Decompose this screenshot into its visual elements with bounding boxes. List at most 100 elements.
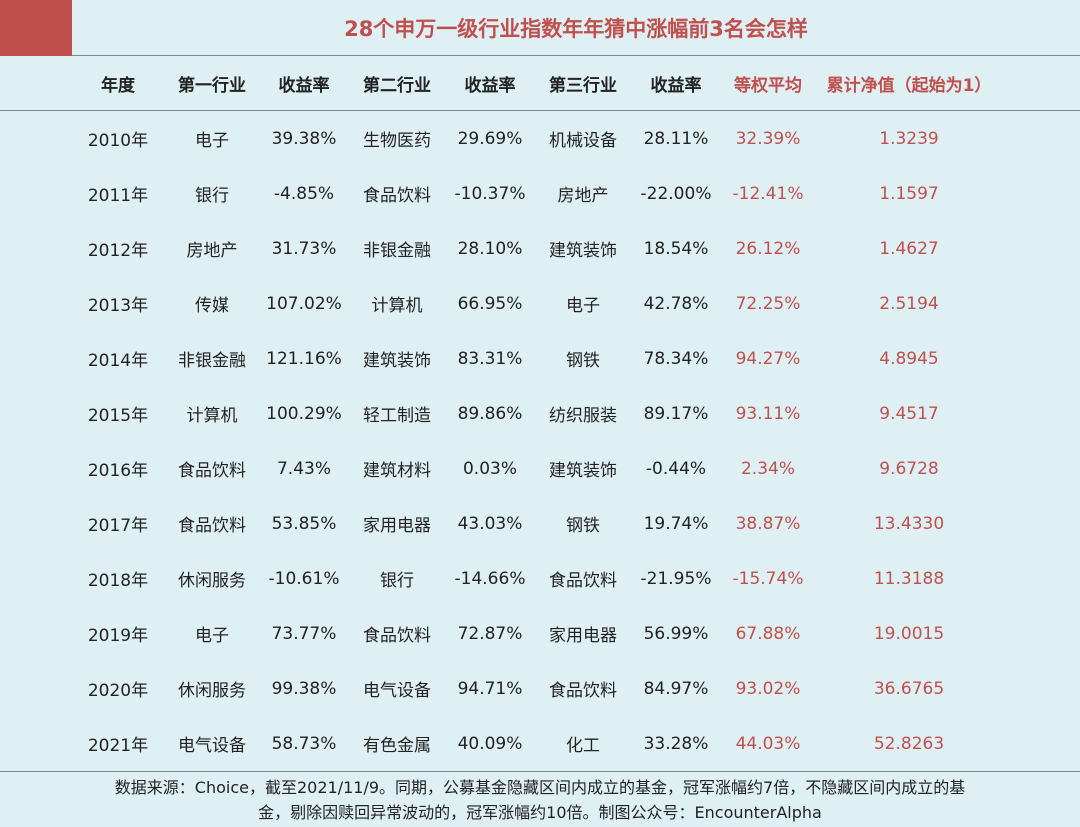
- table-row: 2012年 房地产 31.73% 非银金融 28.10% 建筑装饰 18.54% 26.12%…: [0, 221, 1080, 276]
- cell-year: 2013年: [87, 296, 149, 316]
- header-cumulative-nav: 累计净值（起始为1）: [826, 75, 992, 96]
- cell-equal-weight-avg: 67.88%: [735, 623, 801, 644]
- cell-first-return: 107.02%: [266, 293, 342, 314]
- title-accent-block: [0, 0, 72, 56]
- cell-third-return: 84.97%: [643, 678, 709, 699]
- cell-cumulative-nav: 13.4330: [873, 513, 945, 534]
- cell-third-industry: 钢铁: [566, 516, 600, 536]
- cell-first-industry: 电子: [195, 131, 229, 151]
- cell-second-return: 43.03%: [457, 513, 523, 534]
- cell-cumulative-nav: 11.3188: [873, 568, 945, 589]
- cell-second-industry: 电气设备: [363, 681, 431, 701]
- table-row: 2011年 银行 -4.85% 食品饮料 -10.37% 房地产 -22.00% -12.41…: [0, 166, 1080, 221]
- cell-third-industry: 钢铁: [566, 351, 600, 371]
- cell-second-industry: 生物医药: [363, 131, 431, 151]
- cell-equal-weight-avg: 94.27%: [735, 348, 801, 369]
- cell-second-return: 40.09%: [457, 733, 523, 754]
- cell-first-return: 58.73%: [271, 733, 337, 754]
- cell-second-return: 28.10%: [457, 238, 523, 259]
- cell-third-return: -0.44%: [645, 458, 707, 479]
- cell-first-industry: 非银金融: [178, 351, 246, 371]
- cell-third-return: 56.99%: [643, 623, 709, 644]
- cell-cumulative-nav: 1.1597: [879, 183, 939, 204]
- cell-third-industry: 食品饮料: [549, 681, 617, 701]
- table-row: 2021年 电气设备 58.73% 有色金属 40.09% 化工 33.28% 44.03% 5…: [0, 716, 1080, 771]
- cell-first-industry: 休闲服务: [178, 681, 246, 701]
- cell-first-return: -10.61%: [268, 568, 340, 589]
- cell-third-return: 28.11%: [643, 128, 709, 149]
- cell-second-industry: 食品饮料: [363, 626, 431, 646]
- cell-first-industry: 房地产: [186, 241, 238, 261]
- cell-equal-weight-avg: 2.34%: [740, 458, 795, 479]
- cell-year: 2018年: [87, 571, 149, 591]
- cell-equal-weight-avg: 93.02%: [735, 678, 801, 699]
- header-equal-weight-avg: 等权平均: [734, 75, 802, 96]
- cell-equal-weight-avg: -12.41%: [732, 183, 804, 204]
- table-row: 2017年 食品饮料 53.85% 家用电器 43.03% 钢铁 19.74% 38.87% 1…: [0, 496, 1080, 551]
- cell-second-return: 29.69%: [457, 128, 523, 149]
- cell-third-industry: 家用电器: [549, 626, 617, 646]
- cell-third-industry: 纺织服装: [549, 406, 617, 426]
- header-second-return: 收益率: [464, 75, 516, 96]
- footer-line-2: 金，剔除因赎回异常波动的，冠军涨幅约10倍。制图公众号：EncounterAlp…: [258, 802, 822, 822]
- cell-cumulative-nav: 9.6728: [879, 458, 939, 479]
- cell-third-industry: 建筑装饰: [549, 241, 617, 261]
- header-third-industry: 第三行业: [549, 75, 617, 96]
- cell-third-return: -22.00%: [640, 183, 712, 204]
- cell-first-return: 7.43%: [276, 458, 331, 479]
- cell-cumulative-nav: 4.8945: [879, 348, 939, 369]
- cell-first-industry: 食品饮料: [178, 516, 246, 536]
- cell-cumulative-nav: 52.8263: [873, 733, 945, 754]
- cell-third-industry: 房地产: [557, 186, 609, 206]
- cell-second-return: -14.66%: [454, 568, 526, 589]
- cell-third-return: 18.54%: [643, 238, 709, 259]
- cell-first-return: 121.16%: [266, 348, 342, 369]
- cell-year: 2017年: [87, 516, 149, 536]
- table-footer-note: 数据来源：Choice，截至2021/11/9。同期，公募基金隐藏区间内成立的基…: [0, 771, 1080, 827]
- cell-second-industry: 银行: [380, 571, 414, 591]
- cell-second-industry: 建筑材料: [363, 461, 431, 481]
- cell-first-industry: 食品饮料: [178, 461, 246, 481]
- cell-second-industry: 轻工制造: [363, 406, 431, 426]
- table-row: 2020年 休闲服务 99.38% 电气设备 94.71% 食品饮料 84.97% 93.02…: [0, 661, 1080, 716]
- cell-equal-weight-avg: 26.12%: [735, 238, 801, 259]
- cell-third-industry: 建筑装饰: [549, 461, 617, 481]
- header-second-industry: 第二行业: [363, 75, 431, 96]
- cell-first-industry: 电子: [195, 626, 229, 646]
- table-row: 2016年 食品饮料 7.43% 建筑材料 0.03% 建筑装饰 -0.44% 2.34% 9.…: [0, 441, 1080, 496]
- cell-second-industry: 建筑装饰: [363, 351, 431, 371]
- cell-equal-weight-avg: 44.03%: [735, 733, 801, 754]
- cell-third-return: 89.17%: [643, 403, 709, 424]
- cell-equal-weight-avg: 72.25%: [735, 293, 801, 314]
- cell-third-return: -21.95%: [640, 568, 712, 589]
- cell-first-return: 39.38%: [271, 128, 337, 149]
- cell-year: 2016年: [87, 461, 149, 481]
- cell-second-industry: 计算机: [371, 296, 423, 316]
- cell-second-industry: 有色金属: [363, 736, 431, 756]
- table-row: 2015年 计算机 100.29% 轻工制造 89.86% 纺织服装 89.17% 93.11…: [0, 386, 1080, 441]
- cell-second-return: 0.03%: [462, 458, 517, 479]
- cell-cumulative-nav: 36.6765: [873, 678, 945, 699]
- cell-first-industry: 传媒: [195, 296, 229, 316]
- cell-year: 2011年: [87, 186, 149, 206]
- cell-equal-weight-avg: 32.39%: [735, 128, 801, 149]
- cell-year: 2020年: [87, 681, 149, 701]
- cell-year: 2014年: [87, 351, 149, 371]
- table-row: 2013年 传媒 107.02% 计算机 66.95% 电子 42.78% 72.25% 2.5…: [0, 276, 1080, 331]
- cell-year: 2015年: [87, 406, 149, 426]
- cell-cumulative-nav: 2.5194: [879, 293, 939, 314]
- footer-line-1: 数据来源：Choice，截至2021/11/9。同期，公募基金隐藏区间内成立的基…: [114, 777, 966, 797]
- cell-cumulative-nav: 1.4627: [879, 238, 939, 259]
- table-row: 2014年 非银金融 121.16% 建筑装饰 83.31% 钢铁 78.34% 94.27%…: [0, 331, 1080, 386]
- cell-second-return: 83.31%: [457, 348, 523, 369]
- cell-equal-weight-avg: 93.11%: [735, 403, 801, 424]
- cell-third-return: 19.74%: [643, 513, 709, 534]
- cell-second-industry: 非银金融: [363, 241, 431, 261]
- header-first-return: 收益率: [278, 75, 330, 96]
- cell-second-return: 89.86%: [457, 403, 523, 424]
- cell-third-industry: 化工: [566, 736, 600, 756]
- cell-equal-weight-avg: 38.87%: [735, 513, 801, 534]
- cell-second-industry: 食品饮料: [363, 186, 431, 206]
- table-header: 年度 第一行业 收益率 第二行业 收益率 第三行业 收益率 等权平均 累计净值（…: [0, 56, 1080, 111]
- cell-cumulative-nav: 9.4517: [879, 403, 939, 424]
